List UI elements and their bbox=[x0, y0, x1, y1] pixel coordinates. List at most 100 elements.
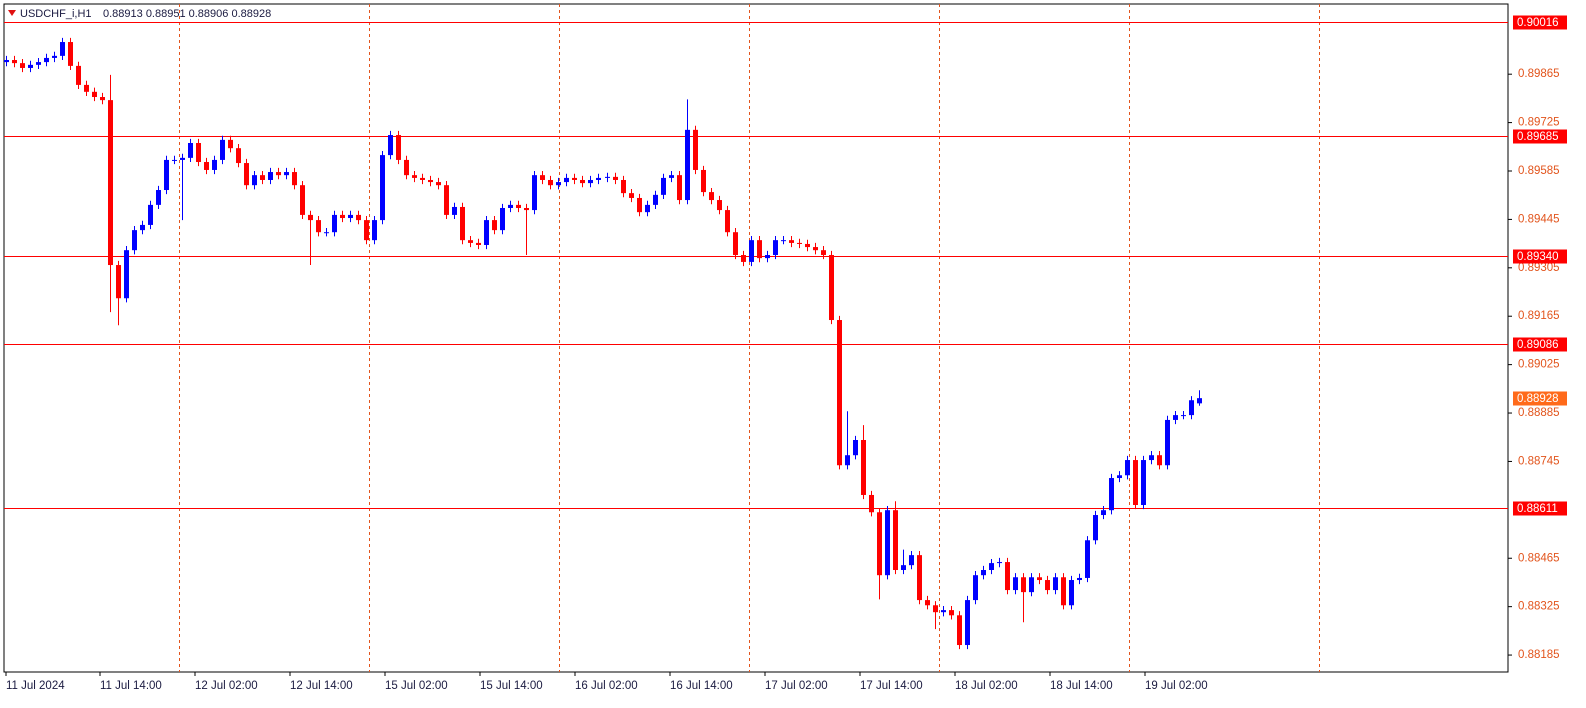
ohlc-text: 0.88913 0.88951 0.88906 0.88928 bbox=[103, 8, 271, 20]
candle-body bbox=[773, 240, 778, 256]
x-tick-label: 11 Jul 14:00 bbox=[100, 680, 162, 692]
candle-body bbox=[1101, 510, 1106, 516]
candle-body bbox=[1157, 455, 1162, 466]
candle-body bbox=[893, 510, 898, 571]
candle-body bbox=[492, 220, 497, 231]
candle-body bbox=[629, 193, 634, 198]
candle-body bbox=[500, 207, 505, 231]
x-tick-label: 16 Jul 02:00 bbox=[575, 680, 638, 692]
candle-body bbox=[749, 240, 754, 262]
candle-body bbox=[308, 214, 313, 221]
candle-body bbox=[621, 179, 626, 194]
y-tick-label: 0.88885 bbox=[1518, 407, 1560, 419]
candle-body bbox=[540, 175, 545, 180]
candle-body bbox=[444, 185, 449, 215]
candle-body bbox=[260, 175, 265, 180]
candle-body bbox=[532, 175, 537, 211]
candle-body bbox=[1109, 478, 1114, 511]
candle-body bbox=[693, 129, 698, 170]
candle-body bbox=[228, 139, 233, 149]
candle-body bbox=[717, 200, 722, 211]
candle-body bbox=[645, 204, 650, 213]
candle-body bbox=[901, 565, 906, 571]
candle-body bbox=[1117, 475, 1122, 479]
candle-body bbox=[1021, 577, 1026, 593]
candle-body bbox=[1197, 398, 1202, 404]
candle-body bbox=[68, 42, 73, 66]
candle-body bbox=[933, 605, 938, 613]
plot-frame bbox=[3, 3, 1509, 673]
candle-body bbox=[701, 169, 706, 193]
candle-body bbox=[252, 175, 257, 186]
candle-body bbox=[132, 230, 137, 251]
x-tick-label: 17 Jul 14:00 bbox=[860, 680, 923, 692]
candle-body bbox=[180, 157, 185, 160]
candle-body bbox=[1037, 577, 1042, 581]
y-tick-label: 0.88185 bbox=[1518, 649, 1560, 661]
candle-body bbox=[460, 206, 465, 241]
candle-body bbox=[508, 204, 513, 208]
candle-body bbox=[396, 135, 401, 160]
candle-body bbox=[524, 207, 529, 211]
candle-body bbox=[909, 555, 914, 566]
y-tick-label: 0.89725 bbox=[1518, 117, 1560, 129]
candle-body bbox=[1149, 455, 1154, 461]
x-tick-label: 11 Jul 2024 bbox=[6, 680, 65, 692]
candle-body bbox=[1173, 415, 1178, 420]
candle-body bbox=[276, 172, 281, 176]
candle-body bbox=[973, 575, 978, 601]
x-tick-label: 12 Jul 02:00 bbox=[195, 680, 258, 692]
candle-body bbox=[661, 177, 666, 195]
candle-body bbox=[588, 179, 593, 184]
candle-body bbox=[997, 562, 1002, 564]
candle-body bbox=[340, 214, 345, 219]
candle-body bbox=[148, 204, 153, 225]
candle-body bbox=[1085, 540, 1090, 578]
candle-body bbox=[580, 179, 585, 184]
candle-body bbox=[36, 62, 41, 65]
level-label-box bbox=[1513, 15, 1567, 30]
candle-body bbox=[188, 142, 193, 158]
candle-body bbox=[204, 162, 209, 170]
level-label-box bbox=[1513, 501, 1567, 516]
candle-body bbox=[1141, 460, 1146, 505]
candle-body bbox=[548, 179, 553, 186]
candle-body bbox=[957, 615, 962, 646]
candle-body bbox=[4, 60, 9, 63]
candle-body bbox=[372, 220, 377, 241]
candle-body bbox=[1029, 577, 1034, 593]
candle-body bbox=[981, 570, 986, 576]
candle-body bbox=[1005, 562, 1010, 591]
candle-body bbox=[556, 182, 561, 186]
candle-body bbox=[733, 232, 738, 256]
candle-body bbox=[60, 42, 65, 56]
candle-body bbox=[468, 240, 473, 243]
candle-body bbox=[989, 563, 994, 571]
candle-body bbox=[885, 510, 890, 576]
candle-body bbox=[605, 176, 610, 178]
candle-body bbox=[917, 555, 922, 601]
x-tick-label: 15 Jul 02:00 bbox=[385, 680, 448, 692]
candle-body bbox=[613, 176, 618, 180]
level-label-box bbox=[1513, 129, 1567, 144]
candle-body bbox=[476, 242, 481, 245]
symbol-title: USDCHF_i,H1 bbox=[20, 8, 92, 20]
candle-body bbox=[332, 214, 337, 233]
x-tick-label: 16 Jul 14:00 bbox=[670, 680, 733, 692]
candle-body bbox=[124, 250, 129, 299]
candle-body bbox=[797, 242, 802, 244]
candle-body bbox=[877, 512, 882, 576]
candle-body bbox=[348, 214, 353, 219]
candle-body bbox=[1013, 577, 1018, 591]
candle-body bbox=[653, 194, 658, 205]
level-label: 0.89685 bbox=[1517, 131, 1559, 143]
y-tick-label: 0.89585 bbox=[1518, 165, 1560, 177]
candle-body bbox=[156, 190, 161, 205]
candle-body bbox=[637, 197, 642, 213]
candle-body bbox=[116, 265, 121, 299]
candle-body bbox=[364, 220, 369, 241]
candle-body bbox=[52, 55, 57, 58]
candle-body bbox=[268, 172, 273, 180]
y-tick-label: 0.89445 bbox=[1518, 213, 1560, 225]
